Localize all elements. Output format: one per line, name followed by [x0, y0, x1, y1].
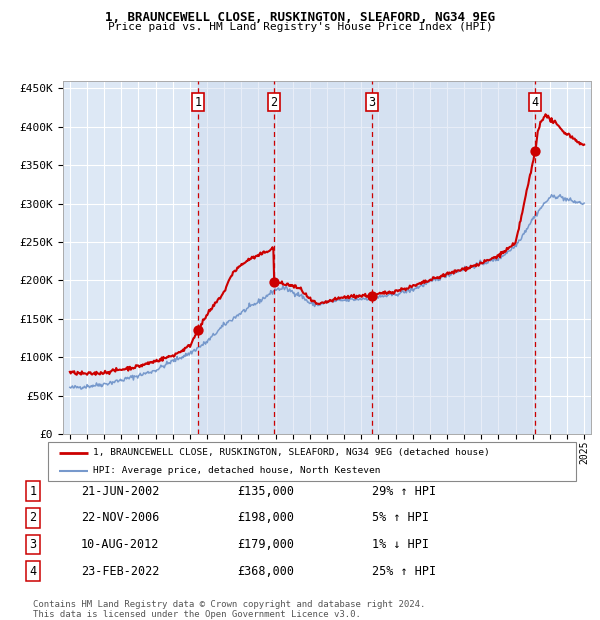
Text: 1: 1 [194, 95, 202, 108]
Text: £179,000: £179,000 [237, 538, 294, 551]
Text: 23-FEB-2022: 23-FEB-2022 [81, 565, 160, 577]
Text: 1, BRAUNCEWELL CLOSE, RUSKINGTON, SLEAFORD, NG34 9EG: 1, BRAUNCEWELL CLOSE, RUSKINGTON, SLEAFO… [105, 11, 495, 24]
Point [530, 146, 540, 156]
Text: 1% ↓ HPI: 1% ↓ HPI [372, 538, 429, 551]
Text: 21-JUN-2002: 21-JUN-2002 [81, 485, 160, 497]
Bar [198, 81, 274, 434]
Bar [372, 81, 535, 434]
Text: Contains HM Land Registry data © Crown copyright and database right 2024.
This d: Contains HM Land Registry data © Crown c… [33, 600, 425, 619]
Text: 1: 1 [29, 485, 37, 497]
Text: 3: 3 [368, 95, 376, 108]
Point [193, 326, 203, 335]
Text: 4: 4 [29, 565, 37, 577]
Point [367, 291, 377, 301]
Text: 1, BRAUNCEWELL CLOSE, RUSKINGTON, SLEAFORD, NG34 9EG (detached house): 1, BRAUNCEWELL CLOSE, RUSKINGTON, SLEAFO… [93, 448, 490, 458]
Text: 2: 2 [270, 95, 277, 108]
Text: £368,000: £368,000 [237, 565, 294, 577]
Text: £135,000: £135,000 [237, 485, 294, 497]
Text: 29% ↑ HPI: 29% ↑ HPI [372, 485, 436, 497]
Text: £198,000: £198,000 [237, 512, 294, 524]
Text: 10-AUG-2012: 10-AUG-2012 [81, 538, 160, 551]
Text: 5% ↑ HPI: 5% ↑ HPI [372, 512, 429, 524]
Text: 3: 3 [29, 538, 37, 551]
Text: 2: 2 [29, 512, 37, 524]
Text: HPI: Average price, detached house, North Kesteven: HPI: Average price, detached house, Nort… [93, 466, 380, 476]
Point [269, 277, 278, 287]
Text: Price paid vs. HM Land Registry's House Price Index (HPI): Price paid vs. HM Land Registry's House … [107, 22, 493, 32]
Bar [274, 81, 372, 434]
Text: 22-NOV-2006: 22-NOV-2006 [81, 512, 160, 524]
Text: 4: 4 [532, 95, 539, 108]
Text: 25% ↑ HPI: 25% ↑ HPI [372, 565, 436, 577]
